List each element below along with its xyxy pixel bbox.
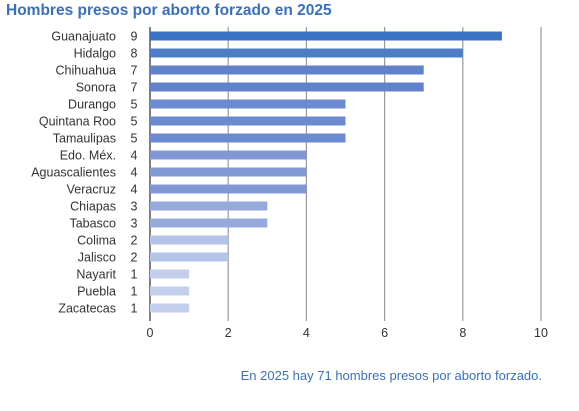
category-label-7: Edo. Méx.: [60, 149, 116, 163]
value-label-2: 7: [131, 64, 138, 78]
value-label-3: 7: [131, 81, 138, 95]
value-label-9: 4: [131, 183, 138, 197]
value-label-10: 3: [131, 200, 138, 214]
category-label-14: Nayarit: [76, 268, 116, 282]
value-label-5: 5: [131, 115, 138, 129]
value-labels: 9 8 7 7 5 5 5 4 4 4 3 3 2 2 1 1 1: [131, 30, 138, 316]
category-label-12: Colima: [77, 234, 116, 248]
x-tick-4: 4: [303, 326, 310, 340]
bar-5: [150, 116, 346, 126]
category-label-4: Durango: [68, 98, 116, 112]
x-tick-10: 10: [534, 326, 548, 340]
category-labels: Guanajuato Hidalgo Chihuahua Sonora Durango Q…: [31, 30, 116, 316]
bar-9: [150, 184, 307, 194]
bar-13: [150, 252, 229, 262]
value-label-0: 9: [131, 30, 138, 44]
bar-8: [150, 167, 307, 177]
x-tick-2: 2: [225, 326, 232, 340]
category-label-10: Chiapas: [70, 200, 116, 214]
bar-4: [150, 99, 346, 109]
bar-2: [150, 65, 424, 75]
category-label-11: Tabasco: [69, 217, 116, 231]
bar-12: [150, 235, 229, 245]
category-label-15: Puebla: [77, 285, 116, 299]
value-label-1: 8: [131, 47, 138, 61]
value-label-8: 4: [131, 166, 138, 180]
category-label-3: Sonora: [76, 81, 116, 95]
value-label-11: 3: [131, 217, 138, 231]
chart-title: Hombres presos por aborto forzado en 202…: [6, 2, 332, 19]
value-label-14: 1: [131, 268, 138, 282]
category-label-16: Zacatecas: [58, 302, 116, 316]
category-label-13: Jalisco: [78, 251, 116, 265]
x-axis-ticks: 0 2 4 6 8 10: [147, 326, 548, 340]
x-tick-8: 8: [459, 326, 466, 340]
category-label-0: Guanajuato: [51, 30, 116, 44]
bar-14: [150, 269, 190, 279]
bar-6: [150, 133, 346, 143]
category-label-5: Quintana Roo: [39, 115, 116, 129]
bar-16: [150, 303, 190, 313]
bar-0: [150, 31, 502, 41]
bar-1: [150, 48, 463, 58]
x-tick-6: 6: [381, 326, 388, 340]
category-label-6: Tamaulipas: [53, 132, 116, 146]
category-label-8: Aguascalientes: [31, 166, 116, 180]
value-label-7: 4: [131, 149, 138, 163]
value-label-16: 1: [131, 302, 138, 316]
bar-11: [150, 218, 268, 228]
bar-3: [150, 82, 424, 92]
value-label-15: 1: [131, 285, 138, 299]
bars: [150, 31, 502, 313]
category-label-2: Chihuahua: [56, 64, 117, 78]
x-tick-0: 0: [147, 326, 154, 340]
category-label-9: Veracruz: [67, 183, 116, 197]
value-label-13: 2: [131, 251, 138, 265]
value-label-6: 5: [131, 132, 138, 146]
category-label-1: Hidalgo: [74, 47, 116, 61]
bar-10: [150, 201, 268, 211]
bar-15: [150, 286, 190, 296]
value-label-4: 5: [131, 98, 138, 112]
bar-7: [150, 150, 307, 160]
footnote: En 2025 hay 71 hombres presos por aborto…: [240, 368, 542, 383]
value-label-12: 2: [131, 234, 138, 248]
